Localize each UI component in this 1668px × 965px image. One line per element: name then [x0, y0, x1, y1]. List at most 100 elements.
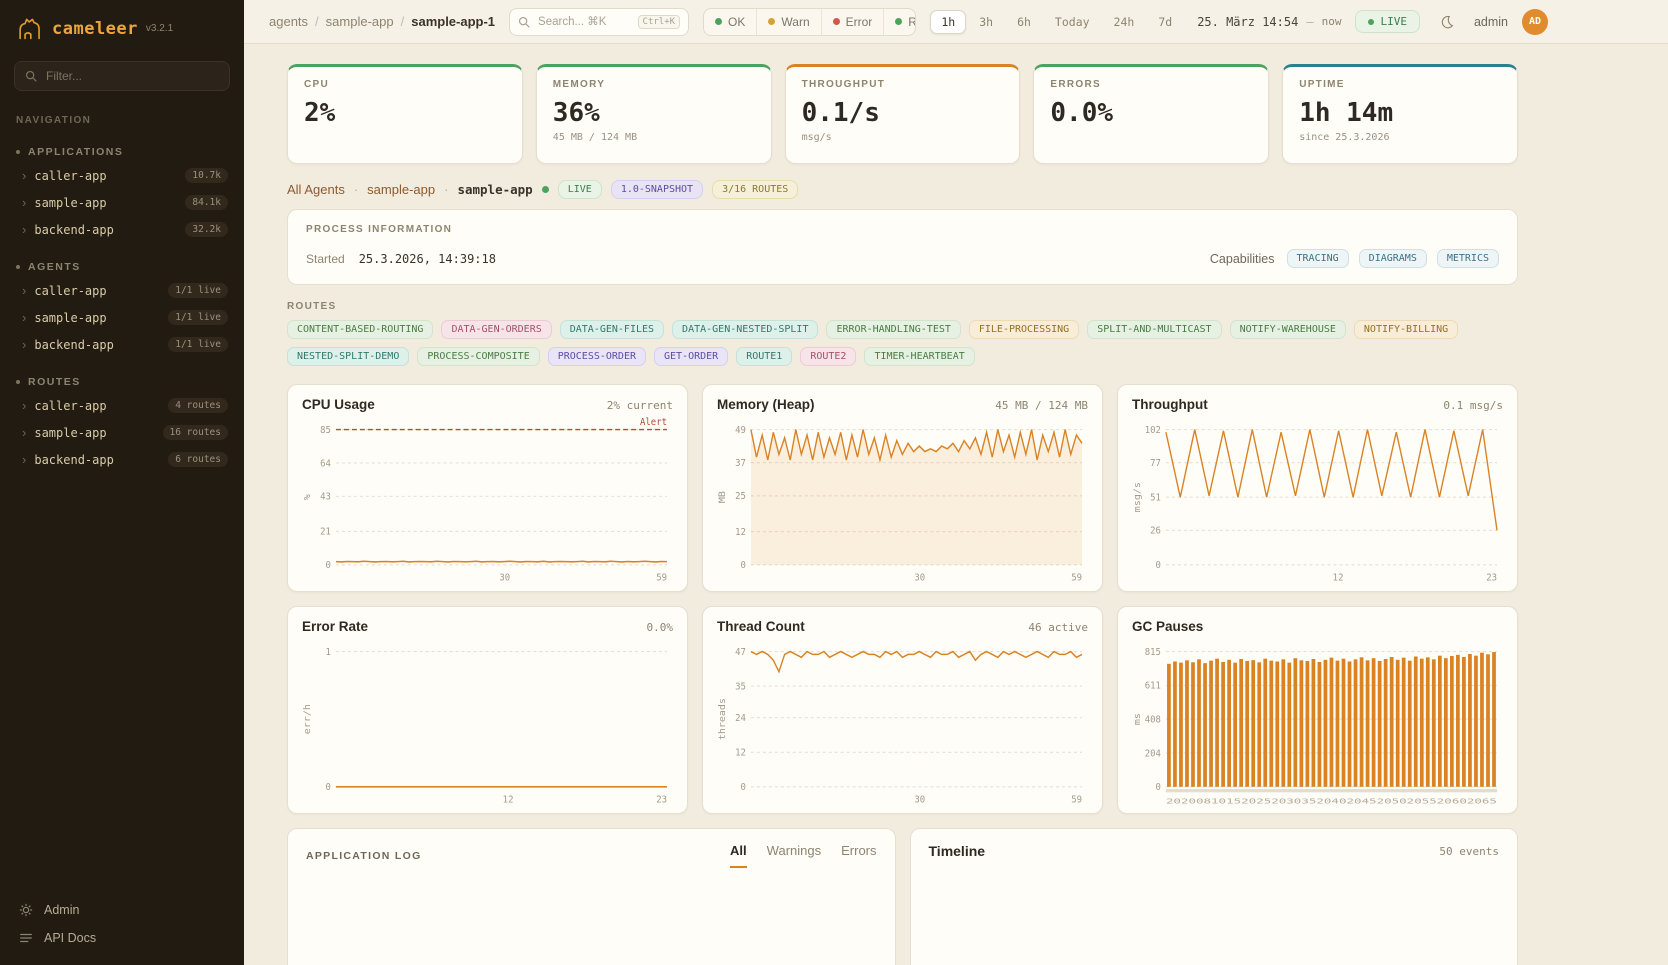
- main-area: agents sample-app sample-app-1 Ctrl+K OK…: [244, 0, 1668, 965]
- item-count-badge: 84.1k: [185, 195, 228, 210]
- cameleer-logo-icon: [19, 18, 40, 40]
- status-dot-icon: [768, 18, 776, 25]
- status-filter-ok[interactable]: OK: [704, 9, 756, 35]
- time-range-1h[interactable]: 1h: [930, 9, 967, 34]
- sidebar-item-routes-caller[interactable]: › caller-app 4 routes: [0, 392, 244, 419]
- avatar[interactable]: AD: [1522, 8, 1548, 35]
- route-tag[interactable]: ERROR-HANDLING-TEST: [826, 320, 961, 339]
- route-tag[interactable]: PROCESS-ORDER: [547, 347, 646, 366]
- chevron-right-icon: ›: [22, 452, 27, 467]
- svg-text:30: 30: [914, 794, 925, 806]
- stat-sub: 45 MB / 124 MB: [552, 132, 638, 143]
- route-tag[interactable]: DATA-GEN-ORDERS: [441, 320, 552, 339]
- svg-text:23: 23: [1486, 572, 1497, 584]
- time-range-24h[interactable]: 24h: [1103, 10, 1146, 34]
- agent-crumb-all-agents[interactable]: All Agents: [287, 182, 358, 197]
- time-range-3h[interactable]: 3h: [968, 10, 1004, 34]
- route-tag[interactable]: CONTENT-BASED-ROUTING: [287, 320, 434, 339]
- svg-text:MB: MB: [717, 491, 727, 503]
- chevron-right-icon: ›: [22, 283, 27, 298]
- log-tab-errors[interactable]: Errors: [841, 843, 877, 858]
- dashboard-content: CPU 2% MEMORY 36% 45 MB / 124 MB THROUGH…: [244, 44, 1668, 965]
- status-filter-running[interactable]: Running: [883, 8, 915, 35]
- route-tag[interactable]: FILE-PROCESSING: [968, 320, 1080, 339]
- svg-text:30: 30: [499, 572, 510, 584]
- group-header-agents[interactable]: AGENTS: [0, 257, 244, 277]
- sidebar-item-app-backend[interactable]: › backend-app 32.2k: [0, 216, 244, 243]
- filter-input[interactable]: [44, 68, 219, 84]
- time-range-selector: 1h 3h 6h Today 24h 7d: [930, 9, 1183, 34]
- search-input[interactable]: [536, 14, 632, 29]
- route-tag[interactable]: DATA-GEN-NESTED-SPLIT: [672, 320, 819, 339]
- svg-text:204: 204: [1145, 748, 1161, 760]
- time-range-today[interactable]: Today: [1044, 10, 1101, 34]
- route-tag[interactable]: SPLIT-AND-MULTICAST: [1087, 320, 1222, 339]
- status-filter-error[interactable]: Error: [820, 8, 884, 35]
- routes-section-title: ROUTES: [287, 301, 337, 312]
- breadcrumb-agents[interactable]: agents: [269, 14, 319, 29]
- log-tab-all[interactable]: All: [730, 843, 747, 868]
- route-tag[interactable]: NOTIFY-BILLING: [1353, 320, 1459, 339]
- route-tag[interactable]: NOTIFY-WAREHOUSE: [1229, 320, 1346, 339]
- sidebar-item-api-docs[interactable]: API Docs: [18, 931, 226, 945]
- sidebar-item-app-sample[interactable]: › sample-app 84.1k: [0, 189, 244, 216]
- group-bullet-icon: [16, 380, 20, 384]
- status-filter-warn[interactable]: Warn: [756, 8, 820, 35]
- svg-text:0: 0: [1156, 560, 1162, 572]
- stat-label: UPTIME: [1299, 79, 1345, 90]
- live-toggle[interactable]: LIVE: [1355, 10, 1420, 33]
- group-header-applications[interactable]: APPLICATIONS: [0, 142, 244, 162]
- svg-text:12: 12: [735, 527, 746, 539]
- stat-value: 0.1/s: [801, 98, 880, 128]
- footer-item-label: Admin: [44, 903, 80, 917]
- breadcrumb-sample-app[interactable]: sample-app: [326, 14, 405, 29]
- sidebar-item-agent-backend[interactable]: › backend-app 1/1 live: [0, 331, 244, 358]
- bottom-panels: APPLICATION LOG All Warnings Errors Time…: [287, 828, 1518, 965]
- svg-text:1: 1: [326, 646, 332, 658]
- sidebar-filter[interactable]: [14, 61, 230, 91]
- route-tag[interactable]: DATA-GEN-FILES: [559, 320, 665, 339]
- sidebar-item-admin[interactable]: Admin: [18, 903, 226, 917]
- sidebar-item-app-caller[interactable]: › caller-app 10.7k: [0, 162, 244, 189]
- svg-text:threads: threads: [717, 698, 727, 740]
- route-tag[interactable]: TIMER-HEARTBEAT: [864, 347, 975, 366]
- time-range-7d[interactable]: 7d: [1147, 10, 1183, 34]
- breadcrumb-current: sample-app-1: [411, 14, 496, 29]
- item-count-badge: 4 routes: [168, 398, 228, 413]
- item-label: sample-app: [34, 425, 107, 440]
- stat-sub: msg/s: [801, 132, 832, 143]
- dark-mode-toggle[interactable]: [1434, 9, 1460, 35]
- stat-card-errors: ERRORS 0.0%: [1033, 64, 1270, 164]
- route-tag[interactable]: ROUTE1: [736, 347, 793, 366]
- svg-text:0: 0: [741, 782, 747, 794]
- sidebar-group-routes: ROUTES › caller-app 4 routes › sample-ap…: [0, 372, 244, 473]
- global-search[interactable]: Ctrl+K: [509, 7, 690, 36]
- item-count-badge: 1/1 live: [168, 310, 228, 325]
- log-tab-warnings[interactable]: Warnings: [766, 843, 822, 858]
- navigation-label: NAVIGATION: [16, 115, 92, 126]
- svg-text:25: 25: [735, 491, 746, 503]
- search-icon: [518, 16, 530, 28]
- thread-count-chart: 0 12 24 35 47 threads 30 59: [717, 636, 1088, 809]
- group-label: APPLICATIONS: [28, 146, 124, 158]
- route-tag[interactable]: GET-ORDER: [654, 347, 729, 366]
- route-tag[interactable]: ROUTE2: [800, 347, 857, 366]
- sidebar-item-routes-backend[interactable]: › backend-app 6 routes: [0, 446, 244, 473]
- sidebar-item-routes-sample[interactable]: › sample-app 16 routes: [0, 419, 244, 446]
- agent-crumb-sample-app[interactable]: sample-app: [367, 182, 448, 197]
- group-header-routes[interactable]: ROUTES: [0, 372, 244, 392]
- chart-card-thread-count: Thread Count 46 active 0 12 24 35 47 threads 3…: [702, 606, 1103, 814]
- agent-crumb-current: sample-app: [457, 182, 533, 197]
- stat-value: 2%: [304, 98, 336, 128]
- timeline-panel: Timeline 50 events: [909, 828, 1518, 965]
- chart-title: Thread Count: [717, 619, 805, 634]
- time-range-6h[interactable]: 6h: [1006, 10, 1042, 34]
- now-label[interactable]: now: [1321, 15, 1342, 28]
- sidebar-item-agent-caller[interactable]: › caller-app 1/1 live: [0, 277, 244, 304]
- datetime-label[interactable]: 25. März 14:54: [1197, 14, 1299, 29]
- route-tag[interactable]: PROCESS-COMPOSITE: [417, 347, 540, 366]
- timeline-events-count: 50 events: [1439, 844, 1499, 858]
- svg-text:%: %: [302, 494, 312, 500]
- route-tag[interactable]: NESTED-SPLIT-DEMO: [287, 347, 410, 366]
- sidebar-item-agent-sample[interactable]: › sample-app 1/1 live: [0, 304, 244, 331]
